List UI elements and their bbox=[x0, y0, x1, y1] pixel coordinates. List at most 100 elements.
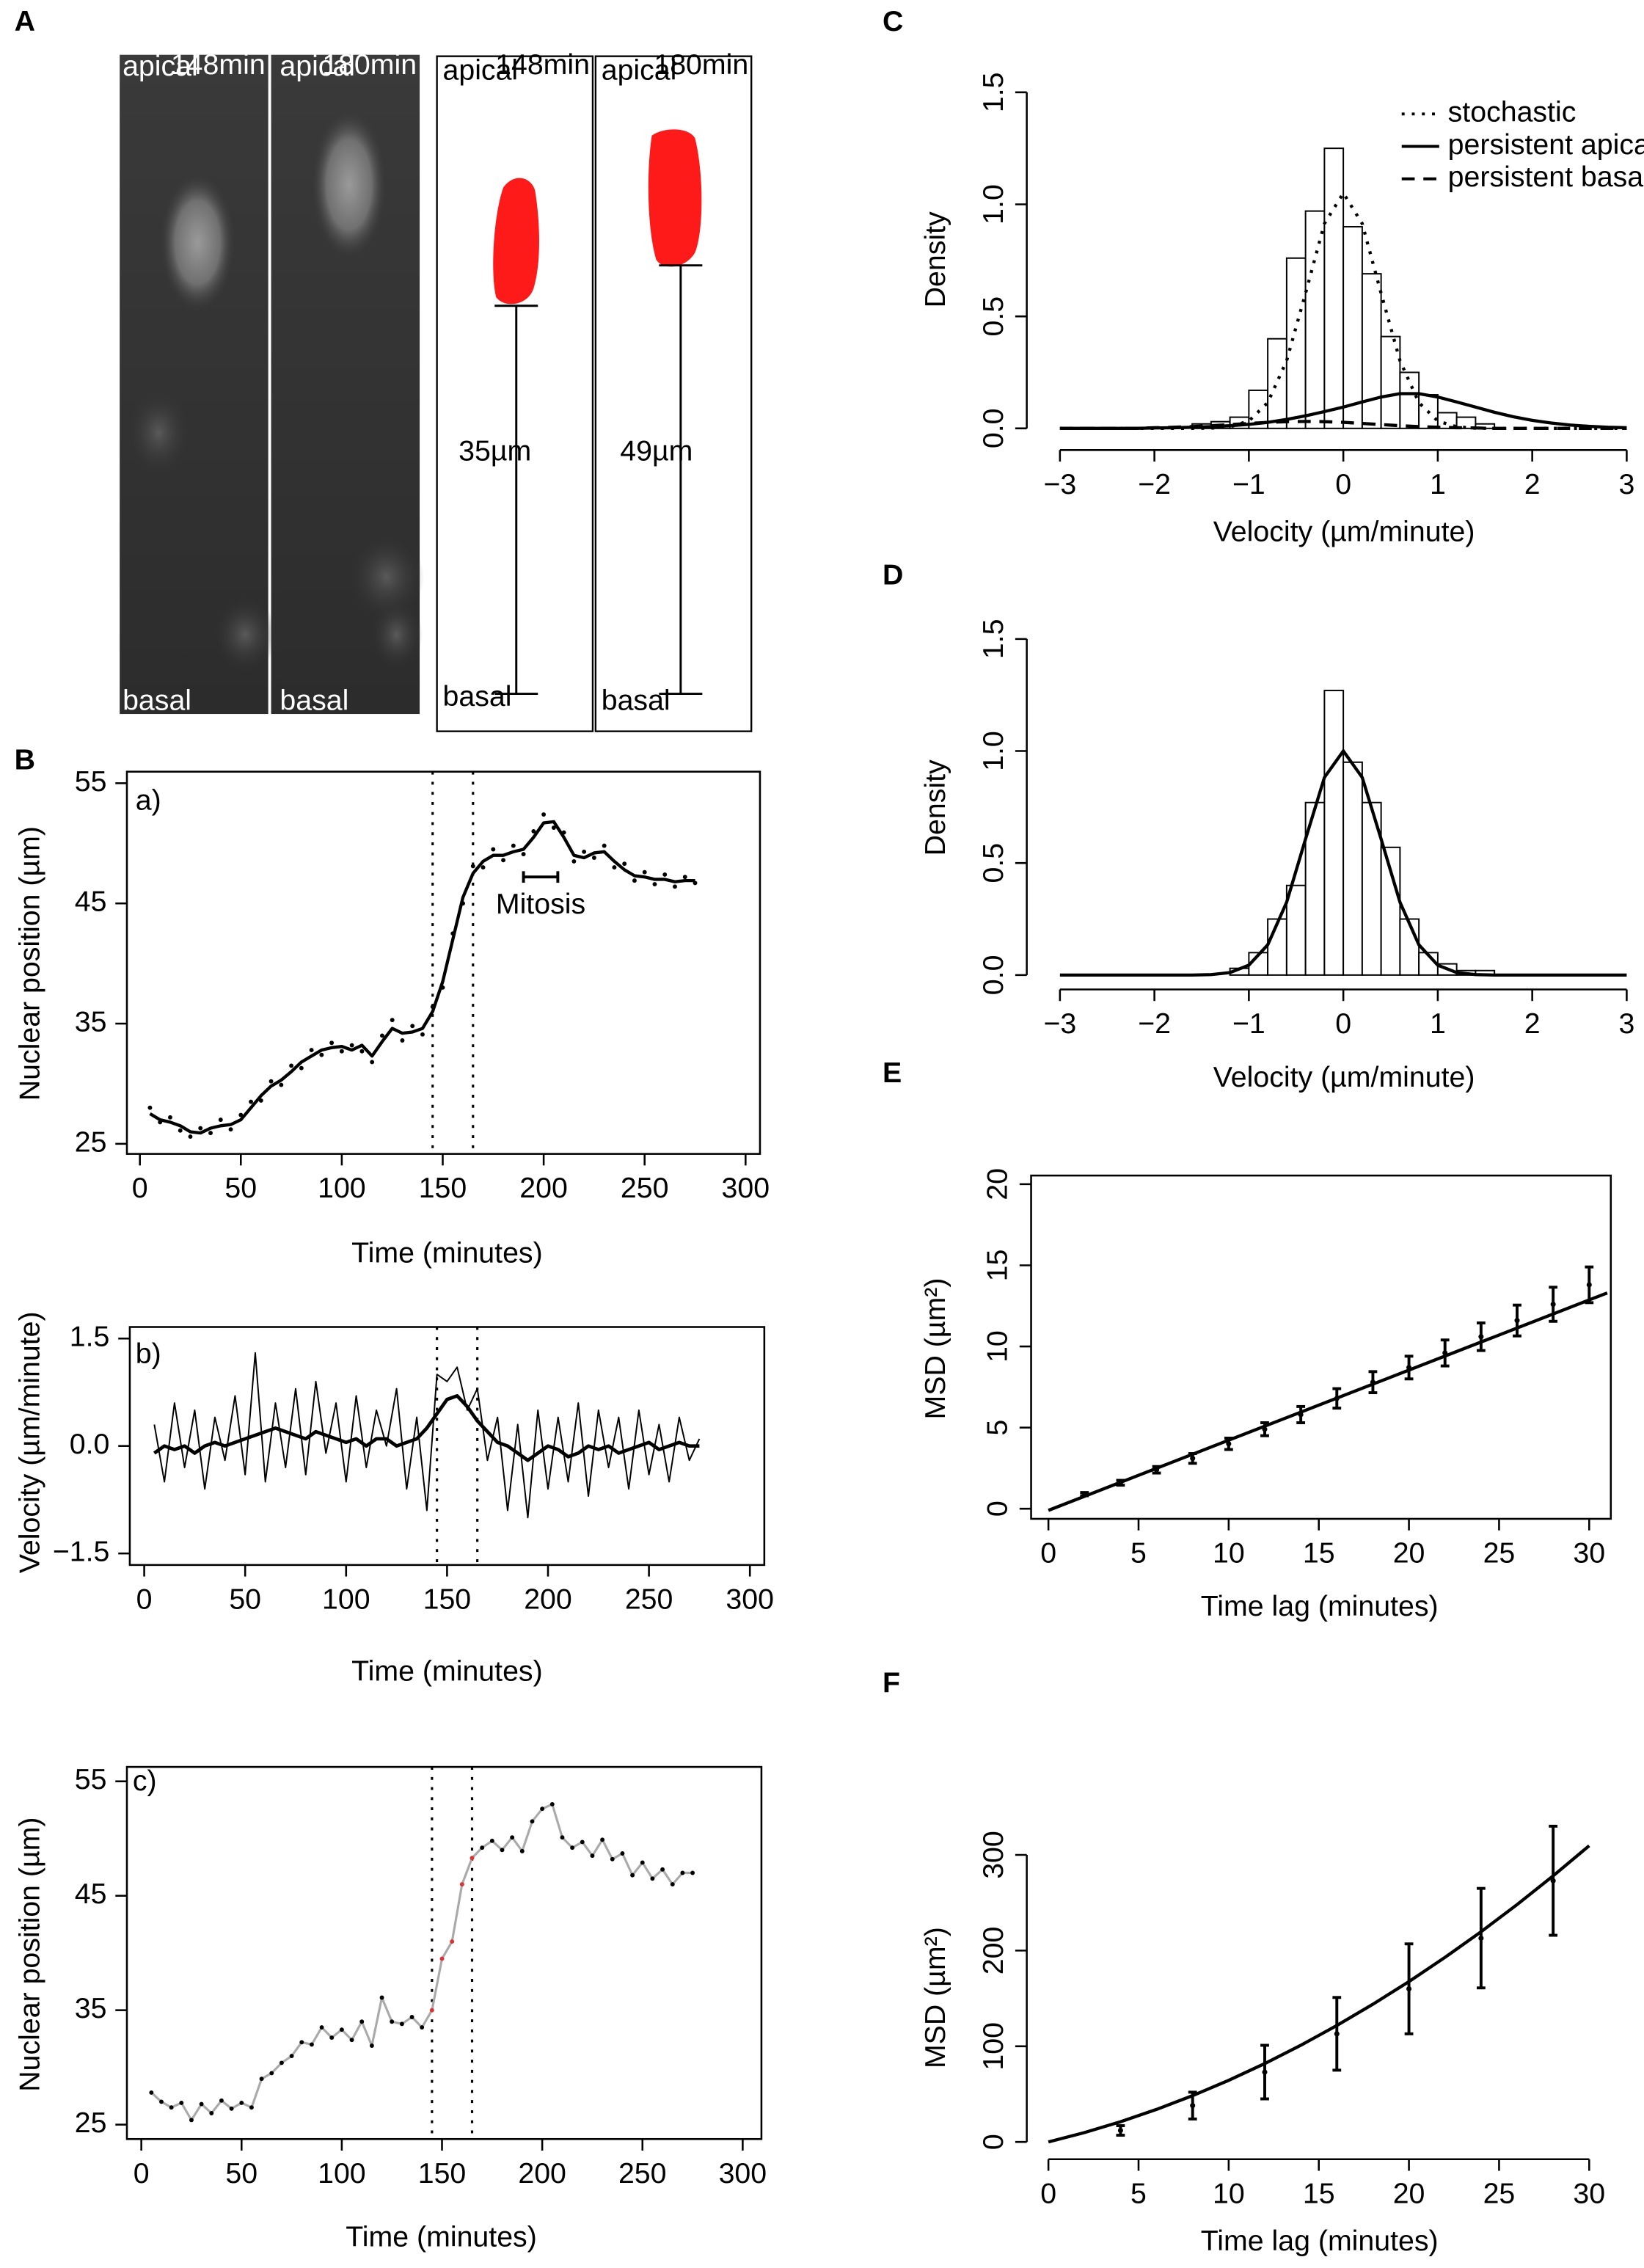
data-point bbox=[1550, 1302, 1556, 1308]
x-tick-label: −3 bbox=[1043, 468, 1076, 500]
data-point bbox=[501, 858, 506, 863]
x-tick-label: 100 bbox=[322, 1583, 370, 1615]
histogram-bar bbox=[1304, 210, 1326, 429]
y-axis-label: Velocity (µm/minute) bbox=[14, 1311, 46, 1573]
histogram-bar bbox=[1267, 338, 1287, 429]
drawing-time: 148min bbox=[495, 48, 590, 81]
x-tick-label: 0 bbox=[1335, 1007, 1351, 1040]
data-point bbox=[549, 1801, 555, 1806]
image-time: 180min bbox=[322, 48, 417, 81]
data-point bbox=[500, 1848, 505, 1853]
nucleus bbox=[348, 533, 424, 621]
panel-letter: B bbox=[15, 743, 35, 776]
y-tick-label: 45 bbox=[75, 1878, 107, 1910]
x-tick-label: 250 bbox=[625, 1583, 673, 1615]
data-point bbox=[229, 2106, 234, 2111]
plot-frame bbox=[125, 1765, 763, 2140]
data-point bbox=[1514, 1318, 1520, 1324]
data-point bbox=[329, 2035, 335, 2041]
data-point bbox=[662, 872, 668, 877]
data-point bbox=[289, 1063, 294, 1068]
data-point bbox=[600, 1837, 605, 1842]
data-point bbox=[168, 1115, 172, 1120]
data-point bbox=[268, 1079, 274, 1084]
x-tick-label: 250 bbox=[618, 2157, 667, 2189]
data-point bbox=[1334, 1396, 1340, 1401]
histogram-bar bbox=[1455, 416, 1477, 429]
x-tick-label: 200 bbox=[519, 1172, 568, 1204]
plot-frame bbox=[125, 770, 761, 1155]
annotation: Mitosis bbox=[496, 888, 585, 920]
data-point bbox=[590, 1853, 595, 1859]
fit-line bbox=[1048, 1844, 1590, 2144]
series-line bbox=[153, 1393, 700, 1462]
x-axis-label: Time (minutes) bbox=[346, 2220, 537, 2253]
x-tick-label: 20 bbox=[1393, 1537, 1425, 1569]
y-tick-label: 1.0 bbox=[977, 731, 1009, 771]
data-point bbox=[1406, 1986, 1412, 1992]
legend-label: persistent basal bbox=[1448, 161, 1644, 193]
y-tick-label: 5 bbox=[982, 1420, 1014, 1436]
data-point bbox=[642, 869, 647, 875]
data-point bbox=[188, 1134, 193, 1139]
data-point bbox=[198, 1126, 203, 1131]
x-tick-label: 1 bbox=[1430, 1007, 1446, 1040]
fit-line bbox=[1048, 1291, 1608, 1512]
histogram-bar bbox=[1342, 226, 1363, 429]
data-point bbox=[1298, 1412, 1304, 1418]
data-point bbox=[521, 852, 526, 857]
data-point bbox=[673, 884, 677, 889]
data-point bbox=[1406, 1365, 1412, 1371]
series-line bbox=[150, 1803, 693, 2121]
data-point bbox=[249, 1099, 253, 1104]
y-axis-label: MSD (µm²) bbox=[919, 1927, 951, 2068]
panel-sublabel: c) bbox=[133, 1765, 157, 1797]
x-tick-label: −1 bbox=[1232, 468, 1265, 500]
data-point bbox=[470, 1856, 475, 1861]
y-tick-label: 0.0 bbox=[70, 1428, 110, 1460]
histogram-bar bbox=[1285, 884, 1307, 976]
data-point bbox=[309, 1048, 314, 1053]
x-tick-label: 1 bbox=[1430, 468, 1446, 500]
data-point bbox=[179, 2101, 184, 2105]
x-tick-label: −2 bbox=[1138, 1007, 1171, 1040]
data-point bbox=[690, 1870, 695, 1875]
distance-label: 35µm bbox=[459, 435, 531, 467]
x-tick-label: 0 bbox=[1040, 1537, 1056, 1569]
data-point bbox=[319, 2025, 324, 2030]
y-axis-label: MSD (µm²) bbox=[919, 1278, 951, 1420]
data-point bbox=[379, 1033, 384, 1038]
drawing-label: apical bbox=[602, 54, 677, 87]
data-point bbox=[480, 1845, 485, 1851]
histogram-bar bbox=[1323, 147, 1345, 429]
x-tick-label: 300 bbox=[726, 1583, 774, 1615]
nucleus bbox=[213, 597, 277, 673]
drawing-label: apical bbox=[442, 54, 518, 87]
data-point bbox=[369, 2043, 374, 2048]
x-tick-label: −2 bbox=[1138, 468, 1171, 500]
data-point bbox=[228, 1127, 233, 1132]
data-point bbox=[459, 1882, 464, 1887]
drawing-label: basal bbox=[602, 685, 671, 717]
data-point bbox=[630, 1873, 635, 1878]
legend-label: stochastic bbox=[1448, 96, 1577, 128]
data-point bbox=[1478, 1334, 1484, 1340]
x-tick-label: 20 bbox=[1393, 2177, 1425, 2209]
x-tick-label: 100 bbox=[318, 2157, 366, 2189]
data-point bbox=[269, 2071, 274, 2076]
y-tick-label: 0.0 bbox=[977, 955, 1009, 996]
histogram-bar bbox=[1361, 273, 1382, 429]
x-tick-label: 30 bbox=[1573, 2177, 1605, 2209]
y-tick-label: 55 bbox=[75, 1763, 107, 1795]
image-label: apical bbox=[280, 50, 355, 82]
data-point bbox=[1334, 2031, 1340, 2037]
data-point bbox=[1190, 2103, 1196, 2109]
x-tick-label: 200 bbox=[518, 2157, 566, 2189]
data-point bbox=[178, 1128, 183, 1133]
data-point bbox=[450, 1939, 455, 1944]
histogram-bar bbox=[1267, 918, 1287, 976]
y-tick-label: 35 bbox=[75, 1992, 107, 2024]
data-point bbox=[359, 1049, 365, 1054]
data-point bbox=[159, 2099, 164, 2104]
